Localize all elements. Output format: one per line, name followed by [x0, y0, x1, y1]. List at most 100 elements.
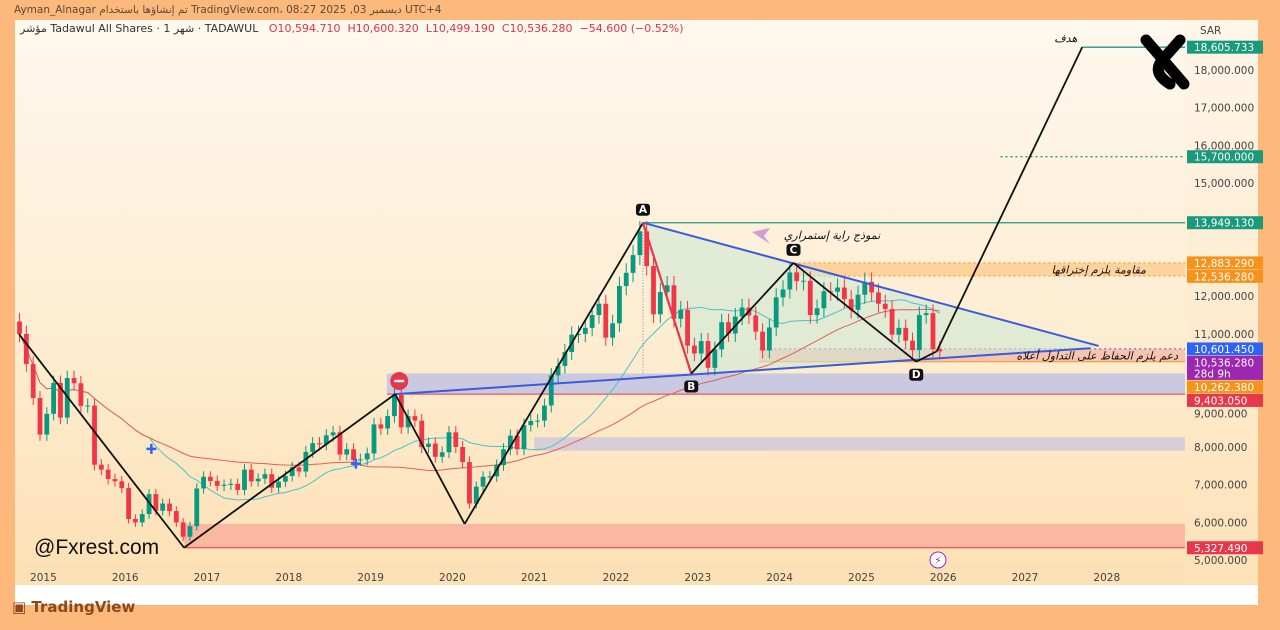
candle	[255, 478, 261, 482]
candle	[378, 424, 384, 429]
candle	[51, 382, 57, 414]
candle	[30, 364, 36, 398]
pivot-label-B	[684, 380, 699, 393]
brand-x-logo	[1140, 34, 1190, 90]
zigzag-segment	[18, 333, 185, 549]
candle	[357, 459, 363, 461]
candle	[139, 514, 145, 523]
candle	[248, 469, 254, 482]
candle	[528, 420, 534, 426]
candle	[344, 449, 350, 455]
chart-area[interactable]	[15, 20, 1185, 585]
y-tick-label: 5,000.000	[1194, 555, 1247, 567]
annotation-arrow-icon	[752, 228, 770, 244]
candle	[385, 416, 391, 429]
pivot-text-A: A	[639, 204, 648, 216]
candle	[521, 425, 527, 450]
candle	[98, 464, 104, 470]
candle	[596, 303, 602, 316]
y-tick-label: 8,000.000	[1194, 442, 1247, 454]
candle	[617, 286, 622, 324]
candle	[678, 309, 684, 319]
price-label-box	[1187, 256, 1263, 270]
candle	[112, 479, 118, 482]
candle	[133, 519, 138, 523]
candle	[657, 292, 663, 315]
candle	[753, 315, 759, 332]
x-tick-label: 2015	[30, 572, 57, 584]
candle	[467, 462, 472, 504]
candle	[630, 255, 636, 273]
candle	[923, 313, 929, 316]
y-tick-label: 16,000.000	[1194, 140, 1254, 152]
candle	[841, 287, 847, 300]
symbol-name[interactable]: مؤشر Tadawul All Shares · 1 شهر · TADAWU…	[20, 22, 259, 35]
price-label: 10,601.450	[1194, 344, 1254, 356]
candle	[371, 424, 377, 454]
lightning-icon	[929, 551, 947, 569]
x-tick-label: 2022	[603, 572, 630, 584]
candle	[582, 327, 588, 334]
pivot-label-D	[909, 368, 924, 381]
y-tick-label: 11,000.000	[1194, 329, 1254, 341]
price-label: 12,536.280	[1194, 271, 1254, 283]
candle	[882, 303, 888, 310]
x-tick-label: 2024	[766, 572, 793, 584]
price-label: 13,949.130	[1194, 218, 1254, 230]
x-tick-label: 2018	[275, 572, 302, 584]
candle	[719, 322, 725, 350]
candle	[937, 349, 943, 352]
candle	[78, 383, 84, 406]
price-label: 10,536.280	[1194, 357, 1254, 369]
candle	[555, 365, 561, 376]
change-value: −54.600 (−0.52%)	[579, 22, 684, 35]
candle	[337, 432, 343, 455]
time-axis-strip	[15, 585, 1258, 605]
candle	[794, 272, 800, 282]
candle	[773, 297, 779, 328]
candle	[330, 432, 336, 436]
x-tick-label: 2027	[1012, 572, 1039, 584]
candle	[807, 280, 813, 316]
candle	[671, 285, 677, 319]
candle	[17, 321, 22, 334]
candle	[405, 416, 411, 428]
candle	[460, 447, 466, 463]
candle	[214, 480, 220, 486]
y-tick-label: 15,000.000	[1194, 178, 1254, 190]
watermark: @Fxrest.com	[34, 536, 160, 559]
candle	[303, 451, 309, 472]
pivot-text-B: B	[687, 381, 695, 393]
candle	[221, 484, 227, 486]
x-tick-label: 2025	[848, 572, 875, 584]
tradingview-logo[interactable]: ▣ TradingView	[12, 598, 135, 616]
candle	[160, 503, 166, 511]
pennant-upper-line	[642, 221, 1099, 347]
candle	[105, 469, 111, 480]
price-axis[interactable]	[1185, 20, 1258, 585]
moving-average-1	[19, 308, 940, 471]
price-label-box	[1187, 216, 1263, 230]
candle	[126, 488, 132, 520]
candle	[623, 272, 629, 287]
price-label: 18,605.733	[1194, 42, 1254, 54]
price-label: 9,403.050	[1194, 395, 1247, 407]
candle	[426, 443, 431, 447]
candle	[651, 266, 656, 315]
candle	[180, 522, 186, 537]
candle	[910, 340, 915, 351]
pivot-text-D: D	[912, 369, 921, 381]
candle	[814, 308, 820, 316]
y-tick-label: 6,000.000	[1194, 517, 1247, 529]
candle	[637, 231, 643, 256]
candle	[296, 467, 302, 472]
y-tick-label: 7,000.000	[1194, 480, 1247, 492]
candle	[153, 494, 159, 511]
brand-name: TradingView	[31, 598, 136, 616]
zigzag-segment	[394, 393, 466, 525]
candle	[412, 416, 418, 421]
x-tick-label: 2021	[521, 572, 548, 584]
x-tick-label: 2019	[357, 572, 384, 584]
candle	[780, 289, 786, 298]
candle	[480, 476, 486, 487]
